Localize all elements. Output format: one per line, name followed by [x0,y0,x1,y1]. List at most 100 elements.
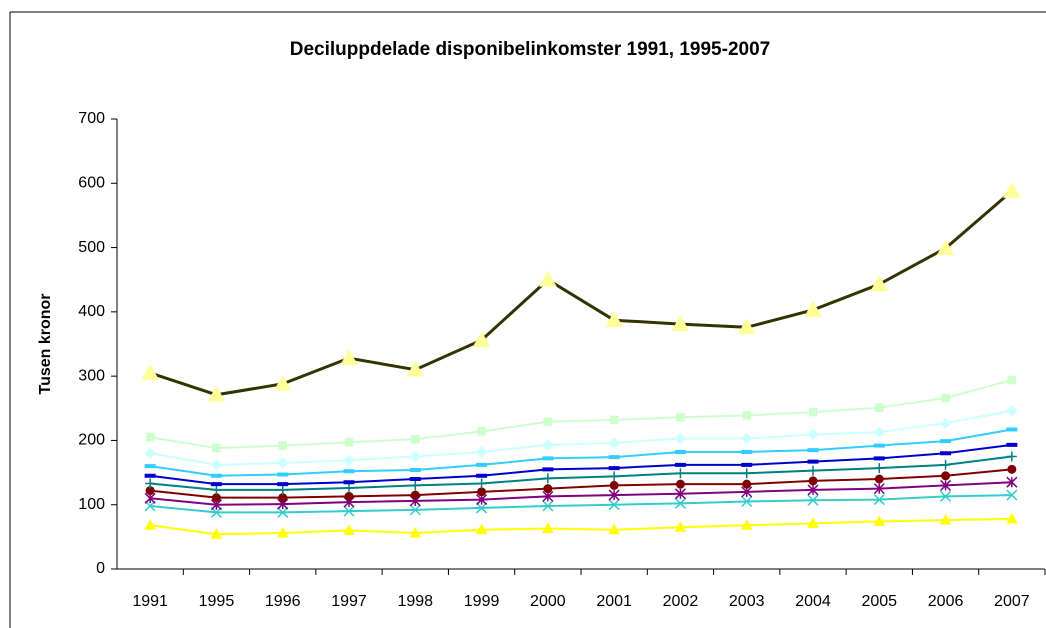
marker [409,450,421,463]
marker [476,473,488,478]
marker [210,528,223,539]
marker [608,499,620,511]
marker [1006,442,1018,447]
marker [671,315,690,331]
marker [475,446,488,458]
x-tick-label: 1991 [132,593,168,610]
marker [737,318,756,335]
x-tick-label: 2002 [663,593,699,610]
series-line [149,428,1013,477]
marker [674,521,687,532]
series-line [149,379,1013,450]
marker [1006,405,1018,417]
marker [941,471,951,481]
marker [144,519,156,530]
marker [1006,451,1017,462]
marker [941,393,950,403]
marker [343,524,355,535]
marker [144,473,156,478]
marker [873,483,885,495]
marker [936,239,955,256]
marker [874,474,884,484]
marker [804,300,822,317]
marker [343,454,355,467]
marker [1007,375,1017,385]
y-tick-label: 500 [78,239,105,256]
marker [873,456,885,461]
x-tick-label: 2007 [994,593,1030,610]
marker [278,441,287,450]
x-tick-label: 2003 [729,593,765,610]
marker [277,484,288,495]
marker [475,523,488,535]
x-tick-label: 2004 [795,593,831,610]
y-tick-label: 600 [78,175,105,192]
marker [144,464,156,469]
x-tick-label: 2000 [530,593,566,610]
series-line [150,481,1012,506]
marker [609,415,619,425]
marker [344,483,354,493]
marker [742,411,751,420]
marker [145,478,156,489]
marker [211,484,222,495]
marker [807,517,819,528]
marker [141,363,159,380]
y-tick-label: 700 [78,110,105,127]
marker [543,484,553,494]
marker [741,468,752,479]
marker [539,270,557,287]
marker [940,451,952,456]
marker [742,479,752,489]
x-tick-label: 1999 [464,593,500,610]
marker [409,477,421,481]
marker [808,465,818,476]
y-tick-label: 400 [78,303,105,320]
marker [873,515,886,526]
marker [741,495,753,508]
marker [875,403,884,412]
marker [608,523,620,535]
marker [741,432,753,445]
marker [210,482,222,487]
marker [542,439,554,451]
marker [873,443,885,448]
marker [273,374,292,391]
marker [940,490,952,502]
marker [740,519,753,530]
marker [1003,181,1021,198]
marker [344,438,354,447]
marker [210,473,222,478]
marker [472,331,491,348]
marker [939,417,952,429]
y-tick-label: 200 [78,432,105,449]
marker [1006,489,1018,501]
series-line [150,494,1012,514]
marker [1006,427,1018,432]
marker [343,505,355,517]
x-tick-label: 2005 [861,593,897,610]
marker [940,479,952,491]
marker [675,468,686,479]
marker [807,484,819,496]
marker [278,493,288,503]
marker [476,462,488,467]
marker [674,432,687,445]
marker [609,471,620,482]
marker [874,463,885,474]
chart-title: Deciluppdelade disponibelinkomster 1991,… [290,39,770,60]
marker [605,311,623,328]
marker [410,490,420,500]
marker [807,459,819,464]
marker [144,447,156,459]
marker [1006,476,1018,488]
series-line [150,517,1012,536]
y-tick-label: 100 [78,496,105,513]
marker [145,432,155,442]
marker [674,497,686,509]
y-axis-label: Tusen kronor [37,293,54,394]
marker [411,434,420,444]
marker [939,514,952,525]
marker [940,459,951,470]
